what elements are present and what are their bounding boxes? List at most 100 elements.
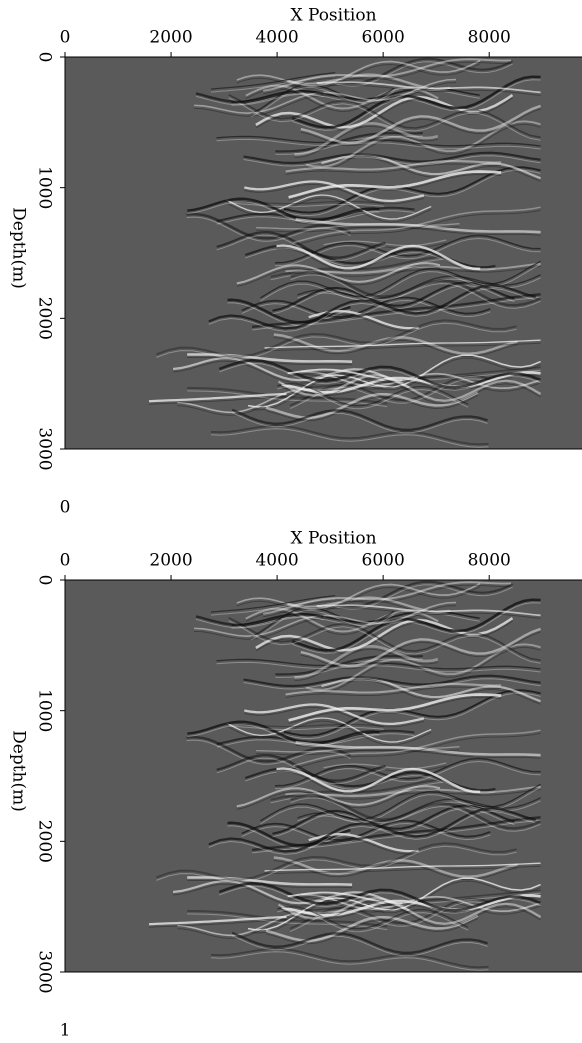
reflector [334, 580, 514, 608]
reflector-shadow [334, 584, 513, 610]
reflector-shadow [208, 287, 536, 332]
y-tick-label: 2000 [35, 820, 55, 863]
reflector [289, 898, 490, 930]
reflector [251, 293, 541, 329]
reflector-shadow [278, 900, 541, 928]
reflector-shadow [287, 599, 451, 616]
reflector-shadow [297, 277, 541, 303]
reflector [263, 58, 512, 92]
reflector-shadow [316, 84, 541, 96]
y-tick-label: 1000 [35, 689, 55, 732]
reflector [227, 298, 351, 324]
reflector [226, 717, 432, 743]
reflector [228, 617, 541, 662]
reflector-shadow [285, 686, 502, 698]
reflector-shadow [216, 757, 386, 785]
reflector [276, 244, 481, 270]
y-tick-label: 2000 [35, 297, 55, 340]
reflector [218, 882, 542, 912]
reflector-shadow [293, 209, 541, 247]
reflector [255, 94, 514, 129]
reflector-shadow [288, 173, 502, 201]
reflector [285, 682, 502, 696]
reflector [294, 644, 439, 679]
reflector [208, 284, 536, 330]
reflector [216, 231, 386, 259]
reflector [243, 674, 541, 688]
reflector [226, 194, 432, 220]
reflector-shadow [295, 221, 541, 236]
reflector [291, 598, 541, 652]
reflector [256, 746, 460, 753]
reflector [156, 319, 517, 358]
reflector-shadow [288, 696, 502, 724]
reflector [294, 121, 439, 156]
reflector [334, 57, 514, 85]
reflector-shadow [300, 108, 541, 147]
image-background [65, 57, 582, 449]
reflector [148, 392, 287, 403]
image-background [65, 580, 582, 972]
reflector [301, 370, 541, 390]
reflector-shadow [186, 739, 351, 765]
reflector-shadow [228, 97, 541, 141]
reflector [265, 914, 479, 942]
reflector [210, 424, 489, 446]
reflector-shadow [276, 770, 481, 796]
reflector [285, 159, 502, 173]
reflector-shadow [274, 237, 541, 267]
reflector-shadow [306, 123, 541, 171]
reflector [187, 720, 380, 745]
reflector-shadow [173, 360, 410, 391]
reflector-shadow [283, 692, 541, 740]
reflector [260, 783, 541, 822]
y-tick-label: 3000 [35, 427, 55, 470]
reflector-shadow [247, 357, 541, 411]
reflector [291, 75, 541, 129]
reflector [216, 729, 415, 746]
reflector-shadow [241, 822, 491, 844]
reflector [208, 807, 536, 853]
reflector [195, 613, 324, 627]
reflector [276, 767, 481, 793]
reflector-shadow [264, 865, 541, 875]
reflector [277, 374, 542, 402]
reflector-shadow [195, 616, 324, 629]
reflector [275, 655, 423, 676]
reflector [227, 821, 351, 847]
reflector [244, 180, 425, 203]
reflector [241, 819, 491, 841]
reflector [236, 785, 441, 808]
reflector [250, 83, 395, 115]
reflector [247, 877, 541, 931]
reflector [289, 375, 490, 407]
x-tick-label: 4000 [255, 28, 298, 48]
reflector-shadow [294, 648, 438, 681]
reflector-shadow [308, 313, 419, 332]
reflector [300, 104, 542, 145]
reflector-shadow [278, 377, 541, 405]
reflector [186, 735, 351, 763]
x-tick-label: 8000 [468, 28, 511, 48]
reflector [247, 354, 541, 408]
seismic-image [148, 580, 542, 971]
reflector [295, 218, 541, 234]
reflector-shadow [232, 412, 488, 434]
reflector-shadow [177, 391, 316, 416]
reflector-shadow [231, 612, 480, 629]
reflector-shadow [195, 93, 324, 106]
reflector-shadow [256, 226, 460, 233]
reflector-shadow [263, 584, 512, 618]
reflector [193, 601, 457, 637]
reflector-shadow [226, 197, 432, 223]
reflector-shadow [277, 909, 469, 933]
reflector-shadow [290, 797, 541, 832]
reflector [195, 90, 324, 104]
reflector-shadow [231, 89, 480, 106]
reflector [270, 255, 444, 278]
reflector-shadow [148, 396, 287, 405]
reflector-shadow [148, 919, 287, 928]
panel-label: 1 [60, 1021, 71, 1041]
reflector [287, 368, 403, 382]
